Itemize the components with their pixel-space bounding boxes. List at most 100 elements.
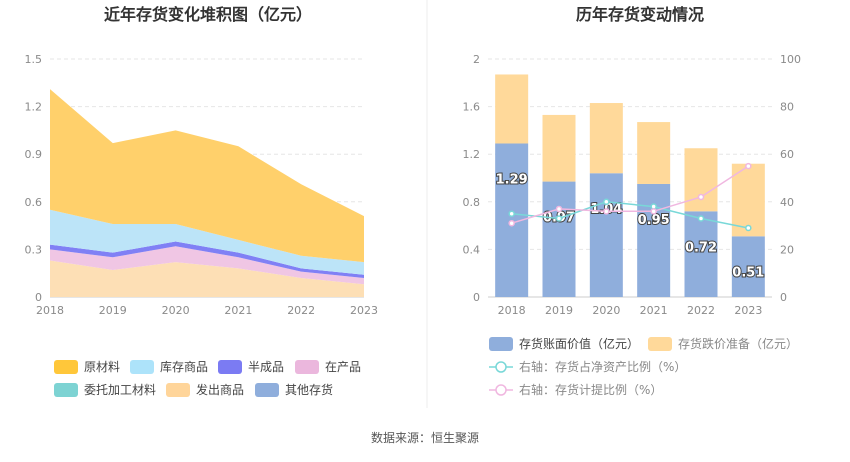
inventory-stacked-area-chart: 近年存货变化堆积图（亿元） 00.30.60.91.21.5 2018 2019 2… <box>25 5 378 397</box>
area-series-0 <box>50 260 364 297</box>
bar-impairment-reserve <box>542 114 576 182</box>
legend-swatch <box>218 360 242 374</box>
legend-swatch <box>255 383 279 397</box>
left-y-axis: 0 0.3 0.6 0.9 1.2 1.5 <box>25 53 43 304</box>
bar-impairment-reserve <box>637 122 671 184</box>
legend-label: 右轴：存货计提比例（%） <box>519 382 662 397</box>
legend-swatch <box>166 383 190 397</box>
left-y-tick-label: 0.9 <box>25 148 43 161</box>
legend-label: 其他存货 <box>285 382 333 397</box>
left-x-tick-label: 2021 <box>224 304 252 317</box>
line-point-0 <box>697 215 705 222</box>
right-y-tick-label: 0.4 <box>463 243 481 256</box>
right-x-axis: 2018 2019 2020 2021 2022 2023 <box>498 304 763 317</box>
left-x-tick-label: 2019 <box>99 304 127 317</box>
left-x-tick-label: 2020 <box>162 304 190 317</box>
left-x-tick-label: 2018 <box>36 304 64 317</box>
right-right-y-axis: 0 20 40 60 80 100 <box>780 53 801 304</box>
line-series-0 <box>511 201 749 229</box>
line-point-0 <box>745 224 752 232</box>
legend-label: 发出商品 <box>196 382 244 397</box>
legend-swatch <box>54 360 78 374</box>
right-y-tick-label: 0 <box>473 291 480 304</box>
legend-swatch <box>54 383 78 397</box>
line-point-0 <box>508 210 515 217</box>
right-y-tick-label: 1.2 <box>463 148 481 161</box>
right-x-tick-label: 2018 <box>498 304 526 317</box>
legend-label: 半成品 <box>248 360 284 374</box>
bar-impairment-reserve <box>495 74 529 144</box>
right-y2-tick-label: 20 <box>780 243 794 256</box>
line-point-1 <box>508 219 515 227</box>
right-y-tick-label: 2 <box>473 53 480 66</box>
right-bar-series: 1.290.971.040.950.720.51 <box>495 74 765 297</box>
inventory-change-bar-chart: 历年存货变动情况 1.290.971.040.950.720.51 00.40.… <box>463 5 802 397</box>
right-gridlines <box>488 58 772 298</box>
right-x-tick-label: 2019 <box>545 304 573 317</box>
left-y-tick-label: 1.2 <box>25 101 43 114</box>
line-point-0 <box>555 215 563 222</box>
right-line-series <box>508 162 752 232</box>
bar-book-value <box>637 183 671 297</box>
legend-line-marker <box>495 361 507 373</box>
area-series-3 <box>50 209 364 275</box>
left-y-tick-label: 0 <box>35 291 42 304</box>
line-point-1 <box>650 208 657 215</box>
right-x-tick-label: 2020 <box>592 304 620 317</box>
area-series-4 <box>50 89 364 263</box>
left-y-tick-label: 0.3 <box>25 243 43 256</box>
legend-label: 在产品 <box>325 360 361 374</box>
right-y2-tick-label: 80 <box>780 101 794 114</box>
left-area-series <box>50 89 364 297</box>
bar-book-value <box>731 236 765 297</box>
bar-book-value <box>684 211 718 297</box>
bar-value-label: 1.29 <box>496 172 528 187</box>
legend-swatch <box>648 337 672 351</box>
source-note: 数据来源：恒生聚源 <box>371 430 479 445</box>
right-y2-tick-label: 100 <box>780 53 801 66</box>
line-point-1 <box>603 208 610 215</box>
legend-line-marker <box>495 384 507 396</box>
right-y2-tick-label: 0 <box>780 291 787 304</box>
left-y-tick-label: 0.6 <box>25 196 43 209</box>
bar-impairment-reserve <box>684 148 718 212</box>
left-x-axis: 2018 2019 2020 2021 2022 2023 <box>36 304 378 317</box>
area-series-2 <box>50 241 364 278</box>
legend-label: 原材料 <box>84 360 120 374</box>
right-y2-tick-label: 40 <box>780 196 794 209</box>
right-y2-tick-label: 60 <box>780 148 794 161</box>
right-x-tick-label: 2021 <box>640 304 668 317</box>
line-point-1 <box>555 205 563 213</box>
line-point-1 <box>745 162 752 170</box>
left-chart-title: 近年存货变化堆积图（亿元） <box>104 5 312 24</box>
legend-label: 委托加工材料 <box>84 383 156 397</box>
left-x-tick-label: 2022 <box>287 304 315 317</box>
line-series-1 <box>511 165 749 224</box>
right-y-tick-label: 1.6 <box>463 101 481 114</box>
left-x-tick-label: 2023 <box>350 304 378 317</box>
bar-book-value <box>589 173 623 297</box>
legend-label: 存货跌价准备（亿元） <box>678 336 798 351</box>
right-legend: 存货账面价值（亿元） 存货跌价准备（亿元） 右轴：存货占净资产比例（%） 右轴：存货计… <box>489 336 798 397</box>
legend-label: 右轴：存货占净资产比例（%） <box>519 359 686 374</box>
line-point-0 <box>603 198 610 206</box>
legend-label: 存货账面价值（亿元） <box>519 336 639 351</box>
bar-book-value <box>542 181 576 297</box>
area-series-1 <box>50 246 364 285</box>
right-x-tick-label: 2023 <box>734 304 762 317</box>
legend-swatch <box>295 360 319 374</box>
right-x-tick-label: 2022 <box>687 304 715 317</box>
legend-swatch <box>489 337 513 351</box>
legend-swatch <box>130 360 154 374</box>
bar-value-label: 0.72 <box>685 240 717 255</box>
left-y-tick-label: 1.5 <box>25 53 43 66</box>
right-y-tick-label: 0.8 <box>463 196 481 209</box>
right-left-y-axis: 0 0.4 0.8 1.2 1.6 2 <box>463 53 481 304</box>
bar-value-label: 0.95 <box>638 213 670 228</box>
bar-value-label: 0.51 <box>732 265 764 280</box>
bar-impairment-reserve <box>731 163 765 237</box>
line-point-1 <box>697 193 705 201</box>
legend-label: 库存商品 <box>160 359 208 374</box>
